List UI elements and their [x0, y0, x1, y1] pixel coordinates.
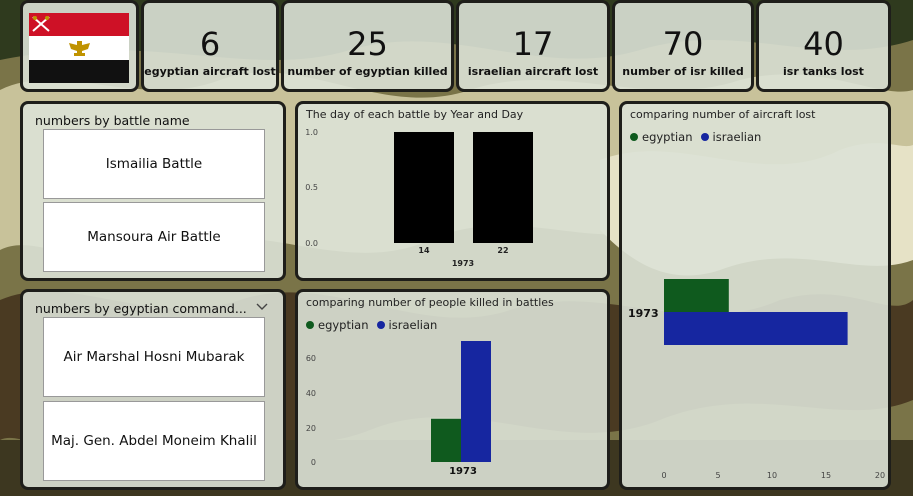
- x-tick-label: 1973: [449, 466, 477, 477]
- kpi-value: 6: [199, 25, 221, 63]
- bar-israelian-aircraft[interactable]: [664, 312, 848, 345]
- legend-dot-egyptian: [306, 321, 314, 329]
- battle-day-chart: The day of each battle by Year and Day 1…: [295, 101, 610, 281]
- slicer-title: numbers by battle name: [35, 113, 190, 128]
- y-tick-label: 0.5: [305, 183, 318, 192]
- x-tick-label: 14: [418, 246, 430, 255]
- chart-title: comparing number of aircraft lost: [630, 108, 816, 121]
- slicer-item-mansoura-air-battle[interactable]: Mansoura Air Battle: [43, 202, 265, 272]
- y-tick-label: 1.0: [305, 128, 318, 137]
- kpi-card-isr-tanks-lost: 40 isr tanks lost: [756, 0, 891, 92]
- bar-israelian-killed[interactable]: [461, 341, 491, 462]
- bar-day-14[interactable]: [394, 132, 454, 243]
- kpi-label: isr tanks lost: [783, 65, 864, 78]
- flag-card: [20, 0, 139, 92]
- legend-dot-egyptian: [630, 133, 638, 141]
- chart-legend: egyptian israelian: [306, 318, 437, 332]
- y-tick-label: 1973: [628, 307, 659, 320]
- bar-egyptian-aircraft[interactable]: [664, 279, 729, 312]
- legend-dot-israelian: [700, 133, 709, 141]
- chart-legend: egyptian israelian: [630, 130, 761, 144]
- slicer-item-abdel-moneim-khalil[interactable]: Maj. Gen. Abdel Moneim Khalil: [43, 401, 265, 481]
- kpi-value: 70: [662, 25, 704, 63]
- aircraft-lost-chart: comparing number of aircraft lost egypti…: [619, 101, 891, 490]
- slicer-item-hosni-mubarak[interactable]: Air Marshal Hosni Mubarak: [43, 317, 265, 397]
- x-group-label: 1973: [452, 259, 474, 268]
- legend-dot-israelian: [376, 321, 385, 329]
- battle-name-slicer: numbers by battle name Ismailia Battle M…: [20, 101, 286, 281]
- chart-title: comparing number of people killed in bat…: [306, 296, 554, 309]
- kpi-card-egyptian-killed: 25 number of egyptian killed: [281, 0, 454, 92]
- kpi-label: israelian aircraft lost: [467, 65, 599, 78]
- legend-label-egyptian: egyptian: [318, 318, 369, 332]
- chart-title: The day of each battle by Year and Day: [306, 108, 524, 121]
- kpi-card-israelian-aircraft-lost: 17 israelian aircraft lost: [456, 0, 610, 92]
- x-tick-label: 5: [715, 471, 720, 480]
- slicer-item-ismailia-battle[interactable]: Ismailia Battle: [43, 129, 265, 199]
- people-killed-chart: comparing number of people killed in bat…: [295, 289, 610, 490]
- x-tick-label: 0: [661, 471, 666, 480]
- kpi-label: egyptian aircraft lost: [144, 65, 276, 78]
- y-tick-label: 0.0: [305, 239, 318, 248]
- kpi-label: number of isr killed: [622, 65, 744, 78]
- kpi-card-isr-killed: 70 number of isr killed: [612, 0, 754, 92]
- x-tick-label: 20: [875, 471, 885, 480]
- bar-day-22[interactable]: [473, 132, 533, 243]
- kpi-value: 40: [803, 25, 844, 63]
- egyptian-commander-slicer: numbers by egyptian command... Air Marsh…: [20, 289, 286, 490]
- aircraft-lost-chart-plot: 1973 0 5 10 15 20: [628, 279, 885, 480]
- kpi-value: 17: [512, 25, 554, 63]
- bar-egyptian-killed[interactable]: [431, 418, 461, 462]
- kpi-value: 25: [347, 25, 388, 63]
- legend-label-israelian: israelian: [712, 130, 762, 144]
- y-tick-label: 20: [306, 424, 316, 433]
- legend-label-israelian: israelian: [388, 318, 438, 332]
- kpi-label: number of egyptian killed: [287, 65, 448, 78]
- x-tick-label: 22: [497, 246, 508, 255]
- kpi-card-egyptian-aircraft-lost: 6 egyptian aircraft lost: [141, 0, 279, 92]
- y-tick-label: 40: [306, 389, 316, 398]
- battle-day-chart-plot: 1.0 0.5 0.0 14 22 1973: [305, 128, 533, 268]
- y-tick-label: 0: [311, 458, 316, 467]
- x-tick-label: 15: [821, 471, 831, 480]
- people-killed-chart-plot: 60 40 20 0 1973: [306, 341, 491, 477]
- slicer-title: numbers by egyptian command...: [35, 301, 247, 316]
- legend-label-egyptian: egyptian: [642, 130, 693, 144]
- egypt-flag-icon: [29, 13, 129, 83]
- chevron-down-icon[interactable]: [255, 301, 269, 311]
- y-tick-label: 60: [306, 354, 316, 363]
- x-tick-label: 10: [767, 471, 777, 480]
